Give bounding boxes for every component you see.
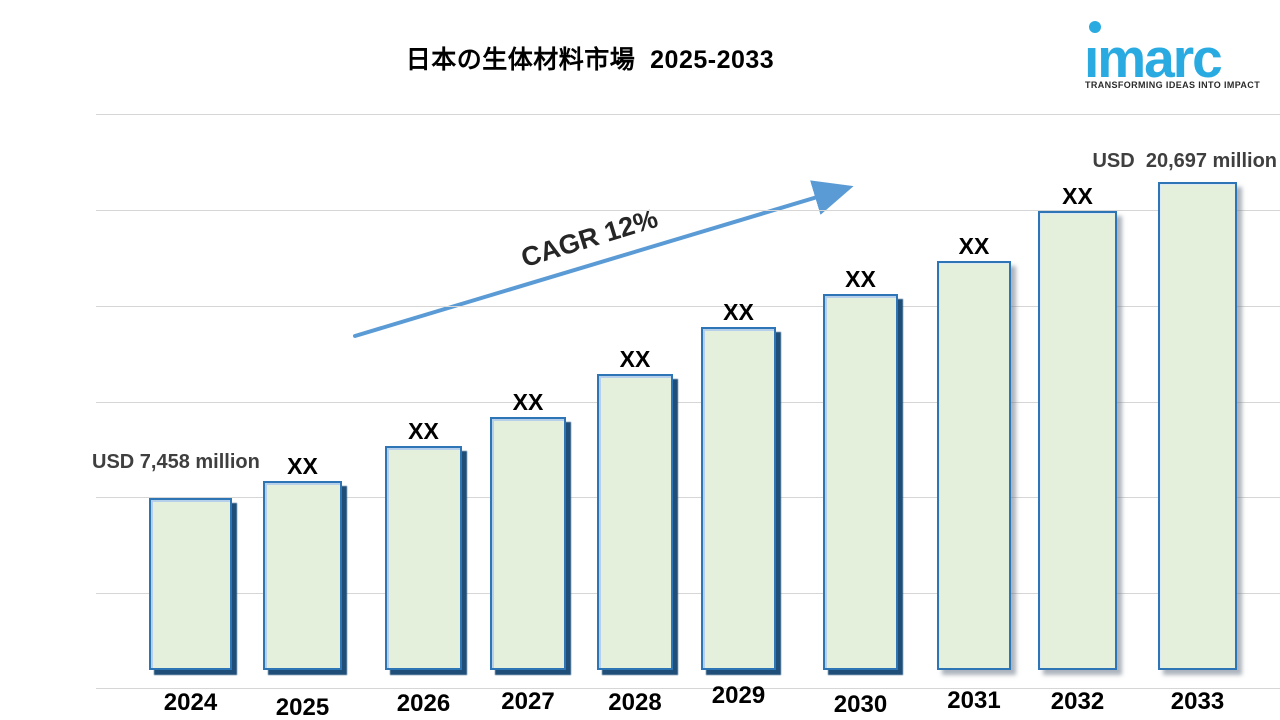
bar-2028 — [597, 374, 673, 670]
gridline — [96, 306, 1280, 307]
gridline — [96, 210, 1280, 211]
x-tick-2031: 2031 — [947, 687, 1001, 714]
logo-dot-icon — [1089, 21, 1101, 33]
gridline — [96, 497, 1280, 498]
x-tick-2024: 2024 — [163, 689, 218, 716]
value-label-2029: XX — [723, 299, 754, 325]
value-label-2024: USD 7,458 million — [92, 451, 260, 473]
x-tick-2026: 2026 — [396, 690, 451, 717]
x-tick-2027: 2027 — [501, 688, 555, 715]
bar-2033 — [1158, 182, 1237, 670]
x-tick-2032: 2032 — [1050, 688, 1105, 715]
x-tick-2029: 2029 — [711, 682, 766, 709]
x-tick-2033: 2033 — [1170, 688, 1225, 715]
value-label-2030: XX — [845, 266, 876, 292]
x-axis-line — [96, 688, 1280, 689]
gridline — [96, 593, 1280, 594]
gridline — [96, 114, 1280, 115]
value-label-2028: XX — [619, 346, 651, 372]
value-label-2033: USD 20,697 million — [1092, 150, 1277, 172]
x-tick-2028: 2028 — [608, 689, 662, 716]
bar-2029 — [701, 327, 776, 670]
x-tick-2025: 2025 — [275, 694, 330, 720]
imarc-logo: ımarc TRANSFORMING IDEAS INTO IMPACT — [1084, 12, 1264, 96]
value-label-2032: XX — [1062, 183, 1093, 209]
bar-2026 — [385, 446, 462, 670]
chart-title: 日本の生体材料市場 2025-2033 — [405, 46, 775, 74]
value-label-2031: XX — [958, 233, 990, 259]
bar-2027 — [490, 417, 566, 670]
value-label-2025: XX — [287, 453, 318, 479]
bar-2030 — [823, 294, 898, 670]
logo-wordmark: ımarc — [1084, 27, 1223, 89]
x-tick-2030: 2030 — [833, 691, 888, 718]
gridline — [96, 402, 1280, 403]
bar-2032 — [1038, 211, 1117, 670]
logo-tagline: TRANSFORMING IDEAS INTO IMPACT — [1085, 80, 1261, 90]
value-label-2027: XX — [512, 389, 544, 415]
bar-2025 — [263, 481, 342, 670]
bar-2024 — [149, 498, 232, 670]
bar-2031 — [937, 261, 1011, 670]
value-label-2026: XX — [408, 418, 439, 444]
